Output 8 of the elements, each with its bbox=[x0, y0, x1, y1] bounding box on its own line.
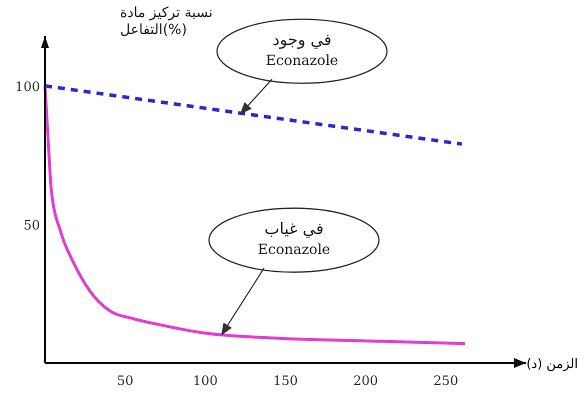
y-axis-title: نسبة تركيز مادة التفاعل(%) bbox=[120, 5, 213, 38]
x-tick-label: 50 bbox=[116, 374, 134, 389]
x-tick-label: 150 bbox=[273, 374, 298, 389]
line-series bbox=[44, 84, 467, 346]
x-tick-label: 250 bbox=[433, 374, 458, 389]
x-axis-title: الزمن (د) bbox=[526, 357, 578, 372]
x-tick-label: 200 bbox=[353, 374, 378, 389]
x-tick-label: 100 bbox=[192, 374, 218, 389]
